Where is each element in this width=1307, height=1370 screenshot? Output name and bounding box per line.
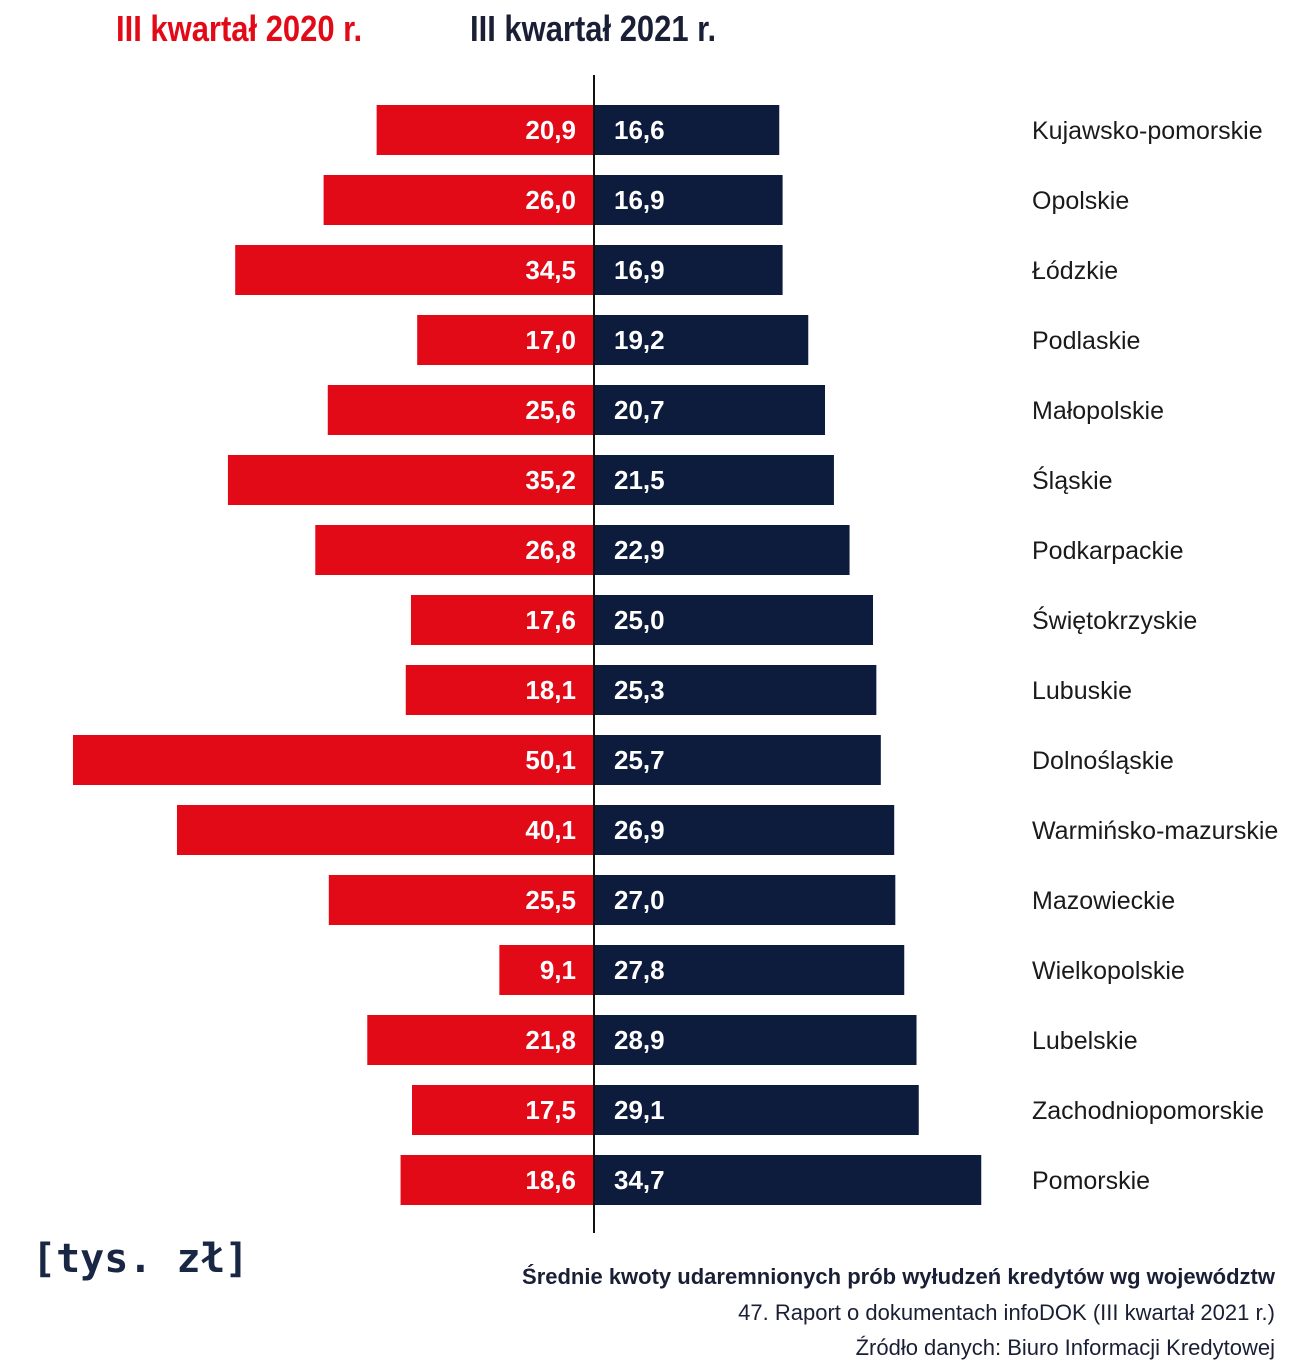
value-label-2020-9: 50,1 [525, 745, 576, 775]
bar-2021-15 [594, 1155, 982, 1205]
value-label-2021-12: 27,8 [614, 955, 665, 985]
bar-2020-1 [323, 175, 594, 225]
butterfly-bar-chart: 20,9 16,6 Kujawsko-pomorskie 26,0 16,9 Opolsk… [72, 75, 1278, 1233]
bar-2021-10 [594, 805, 895, 855]
value-label-2021-15: 34,7 [614, 1165, 665, 1195]
bar-2020-13 [367, 1015, 594, 1065]
value-label-2020-3: 17,0 [525, 325, 576, 355]
value-label-2020-15: 18,6 [525, 1165, 576, 1195]
category-label-2: Łódzkie [1032, 257, 1118, 285]
value-label-2021-3: 19,2 [614, 325, 665, 355]
value-label-2020-4: 25,6 [525, 395, 576, 425]
value-label-2021-4: 20,7 [614, 395, 665, 425]
bar-2020-8 [405, 665, 594, 715]
bar-2021-5 [594, 455, 834, 505]
bar-2020-3 [417, 315, 594, 365]
value-label-2020-0: 20,9 [525, 115, 576, 145]
value-label-2021-7: 25,0 [614, 605, 665, 635]
bar-2020-4 [327, 385, 594, 435]
unit-label: [tys. zł] [32, 1236, 249, 1282]
footer-report: 47. Raport o dokumentach infoDOK (III kw… [738, 1300, 1275, 1325]
category-label-7: Świętokrzyskie [1032, 605, 1197, 635]
bar-2020-14 [412, 1085, 594, 1135]
bar-2021-2 [594, 245, 783, 295]
value-label-2020-5: 35,2 [525, 465, 576, 495]
bar-2020-7 [410, 595, 594, 645]
value-label-2021-11: 27,0 [614, 885, 665, 915]
bar-2021-4 [594, 385, 826, 435]
category-label-15: Pomorskie [1032, 1167, 1150, 1195]
bar-2021-9 [594, 735, 881, 785]
category-label-4: Małopolskie [1032, 397, 1164, 425]
category-label-9: Dolnośląskie [1032, 747, 1174, 775]
value-label-2020-12: 9,1 [540, 955, 576, 985]
legend-2020: III kwartał 2020 r. [116, 8, 363, 49]
bar-2020-10 [176, 805, 594, 855]
category-label-13: Lubelskie [1032, 1027, 1138, 1055]
bar-2021-11 [594, 875, 896, 925]
value-label-2021-9: 25,7 [614, 745, 665, 775]
value-label-2021-2: 16,9 [614, 255, 665, 285]
value-label-2020-6: 26,8 [525, 535, 576, 565]
bar-2020-2 [235, 245, 594, 295]
category-label-6: Podkarpackie [1032, 537, 1183, 565]
value-label-2020-13: 21,8 [525, 1025, 576, 1055]
bar-2021-6 [594, 525, 850, 575]
value-label-2021-5: 21,5 [614, 465, 665, 495]
bar-2020-12 [499, 945, 594, 995]
category-label-10: Warmińsko-mazurskie [1032, 817, 1278, 845]
category-label-5: Śląskie [1032, 465, 1113, 495]
value-label-2020-1: 26,0 [525, 185, 576, 215]
value-label-2021-8: 25,3 [614, 675, 665, 705]
value-label-2020-7: 17,6 [525, 605, 576, 635]
legend-2021: III kwartał 2021 r. [470, 8, 717, 49]
bar-2020-0 [376, 105, 594, 155]
footer-source: Źródło danych: Biuro Informacji Kredytow… [855, 1335, 1275, 1360]
bar-2021-13 [594, 1015, 917, 1065]
value-label-2020-2: 34,5 [525, 255, 576, 285]
category-label-14: Zachodniopomorskie [1032, 1097, 1264, 1125]
category-label-0: Kujawsko-pomorskie [1032, 117, 1263, 145]
category-label-3: Podlaskie [1032, 327, 1140, 355]
bar-2020-15 [400, 1155, 594, 1205]
category-label-1: Opolskie [1032, 187, 1129, 215]
category-label-8: Lubuskie [1032, 677, 1132, 705]
bar-2021-8 [594, 665, 877, 715]
value-label-2021-10: 26,9 [614, 815, 665, 845]
bar-2020-9 [72, 735, 594, 785]
footer-title: Średnie kwoty udaremnionych prób wyłudze… [522, 1264, 1275, 1289]
bar-2020-11 [328, 875, 594, 925]
bar-2021-12 [594, 945, 905, 995]
bar-2020-6 [315, 525, 594, 575]
value-label-2021-14: 29,1 [614, 1095, 665, 1125]
value-label-2021-6: 22,9 [614, 535, 665, 565]
value-label-2020-11: 25,5 [525, 885, 576, 915]
bar-2021-7 [594, 595, 873, 645]
value-label-2020-14: 17,5 [525, 1095, 576, 1125]
category-label-11: Mazowieckie [1032, 887, 1175, 915]
bar-2020-5 [227, 455, 595, 505]
bar-2021-14 [594, 1085, 919, 1135]
value-label-2021-13: 28,9 [614, 1025, 665, 1055]
value-label-2021-0: 16,6 [614, 115, 665, 145]
bar-2021-1 [594, 175, 783, 225]
value-label-2021-1: 16,9 [614, 185, 665, 215]
value-label-2020-8: 18,1 [525, 675, 576, 705]
value-label-2020-10: 40,1 [525, 815, 576, 845]
bar-2021-3 [594, 315, 809, 365]
category-label-12: Wielkopolskie [1032, 957, 1185, 985]
bar-2021-0 [594, 105, 780, 155]
